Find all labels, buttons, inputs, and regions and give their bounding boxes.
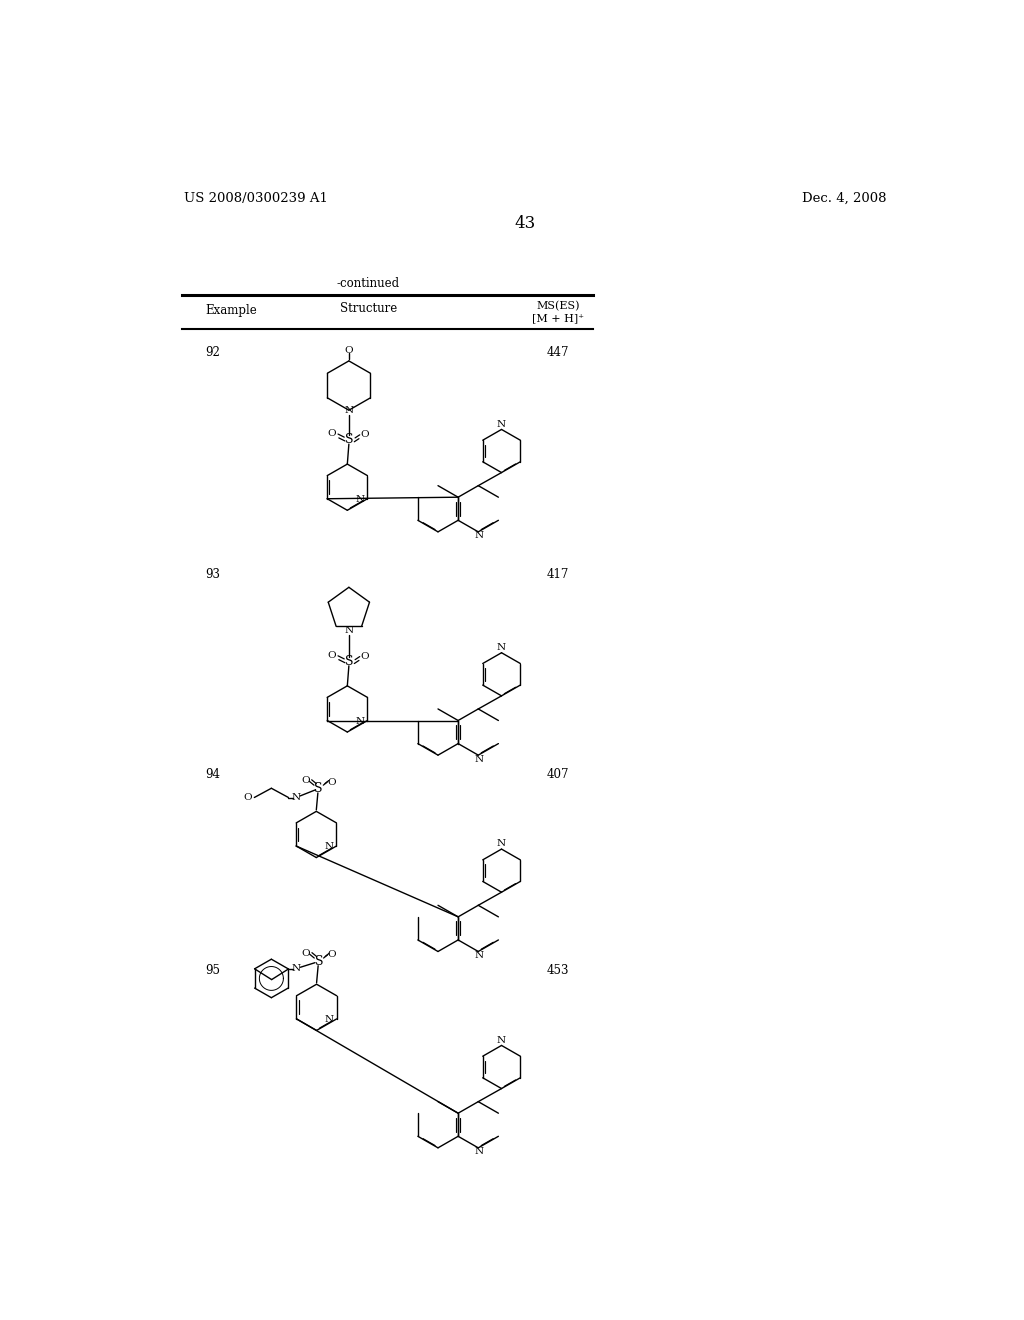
Text: 92: 92 — [206, 346, 220, 359]
Text: S: S — [314, 954, 324, 968]
Text: US 2008/0300239 A1: US 2008/0300239 A1 — [183, 191, 328, 205]
Text: Dec. 4, 2008: Dec. 4, 2008 — [802, 191, 887, 205]
Text: N: N — [292, 965, 301, 973]
Text: Example: Example — [206, 305, 257, 317]
Text: 453: 453 — [547, 964, 569, 977]
Text: O: O — [328, 651, 336, 660]
Text: 407: 407 — [547, 768, 569, 781]
Text: O: O — [328, 429, 336, 438]
Text: N: N — [497, 643, 506, 652]
Text: O: O — [328, 950, 337, 960]
Text: N: N — [355, 495, 365, 504]
Text: O: O — [244, 793, 253, 803]
Text: N: N — [497, 420, 506, 429]
Text: S: S — [345, 433, 354, 446]
Text: 417: 417 — [547, 568, 569, 581]
Text: Structure: Structure — [340, 302, 397, 315]
Text: [M + H]⁺: [M + H]⁺ — [532, 313, 584, 323]
Text: N: N — [474, 1147, 483, 1156]
Text: N: N — [497, 840, 506, 849]
Text: O: O — [301, 949, 310, 958]
Text: N: N — [344, 626, 353, 635]
Text: 93: 93 — [206, 568, 220, 581]
Text: N: N — [474, 531, 483, 540]
Text: O: O — [328, 777, 336, 787]
Text: N: N — [497, 1036, 506, 1044]
Text: N: N — [474, 755, 483, 763]
Text: N: N — [325, 1015, 334, 1024]
Text: 94: 94 — [206, 768, 220, 781]
Text: 43: 43 — [514, 215, 536, 232]
Text: 95: 95 — [206, 964, 220, 977]
Text: N: N — [344, 407, 353, 416]
Text: N: N — [355, 717, 365, 726]
Text: S: S — [314, 781, 323, 795]
Text: O: O — [301, 776, 310, 785]
Text: O: O — [360, 652, 369, 661]
Text: -continued: -continued — [337, 277, 399, 290]
Text: N: N — [292, 793, 301, 803]
Text: MS(ES): MS(ES) — [537, 301, 580, 312]
Text: S: S — [345, 655, 354, 668]
Text: 447: 447 — [547, 346, 569, 359]
Text: N: N — [325, 842, 334, 851]
Text: N: N — [474, 950, 483, 960]
Text: O: O — [360, 430, 369, 440]
Text: O: O — [344, 346, 353, 355]
